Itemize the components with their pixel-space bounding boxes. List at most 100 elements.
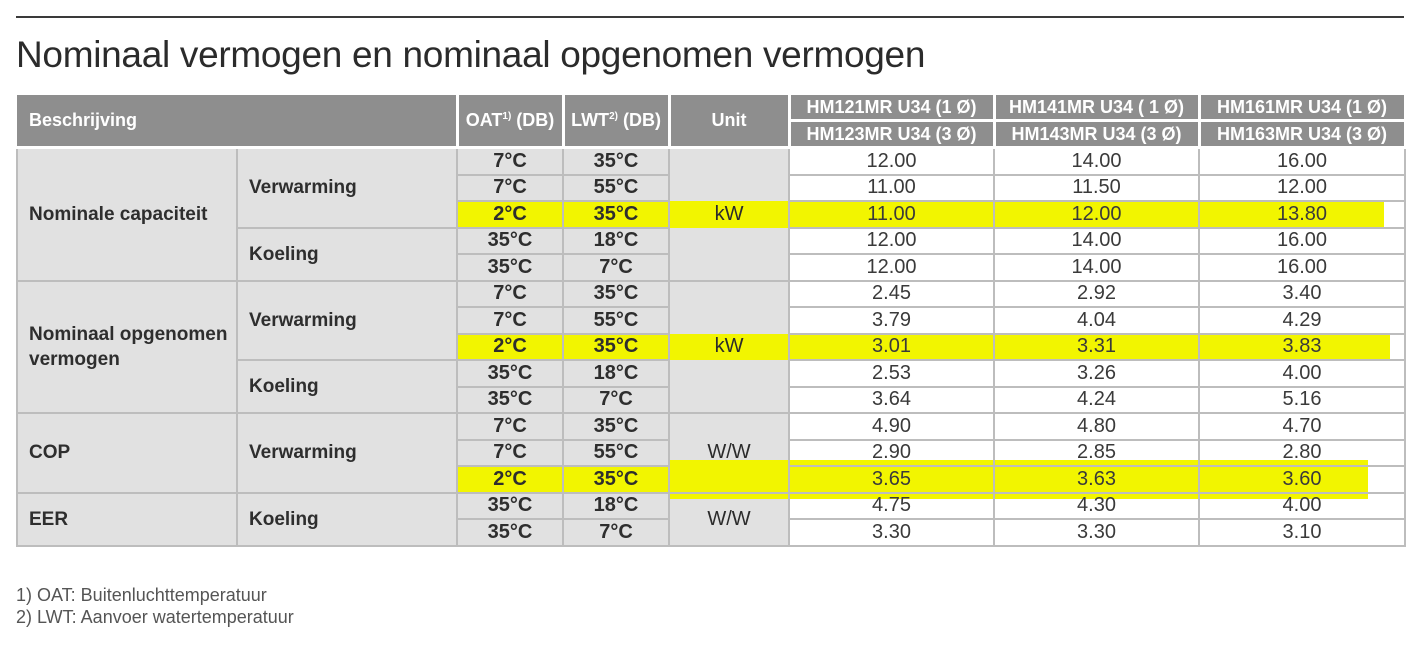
value-cell: 3.64: [788, 385, 996, 414]
table-row: 35°C 7°C 3.64 4.24 5.16: [17, 385, 1407, 414]
lwt-cell: 55°C: [562, 438, 671, 467]
value-cell: 4.00: [1198, 359, 1407, 388]
value-cell: 2.53: [788, 359, 996, 388]
lwt-cell: 35°C: [562, 279, 671, 308]
value-cell: 3.30: [993, 518, 1201, 547]
mode-label: Verwarming: [235, 412, 459, 494]
value-cell: 2.85: [993, 438, 1201, 467]
value-cell: 11.00: [788, 173, 996, 202]
value-cell: 4.29: [1198, 306, 1407, 335]
table-row: 2°C 35°C 3.01 3.31 3.83: [17, 332, 1407, 361]
value-cell: 3.40: [1198, 279, 1407, 308]
page-title: Nominaal vermogen en nominaal opgenomen …: [16, 34, 926, 75]
mode-label: Verwarming: [235, 146, 459, 229]
value-cell: 3.79: [788, 306, 996, 335]
lwt-cell: 18°C: [562, 359, 671, 388]
value-cell: 3.10: [1198, 518, 1407, 547]
value-cell: 14.00: [993, 146, 1201, 176]
header-model: HM121MR U34 (1 Ø): [787, 92, 996, 122]
header-oat: OAT1) (DB): [455, 92, 565, 149]
group-label: EER: [16, 491, 238, 547]
oat-cell: 35°C: [456, 385, 565, 414]
lwt-cell: 55°C: [562, 173, 671, 202]
lwt-cell: 18°C: [562, 491, 671, 520]
header-model: HM123MR U34 (3 Ø): [787, 119, 996, 149]
header-model: HM141MR U34 ( 1 Ø): [992, 92, 1201, 122]
value-cell: 14.00: [993, 226, 1201, 255]
header-description: Beschrijving: [17, 92, 459, 149]
header-unit: Unit: [667, 92, 791, 149]
value-cell: 2.92: [993, 279, 1201, 308]
group-label: COP: [16, 412, 238, 494]
mode-label: Koeling: [235, 491, 459, 547]
value-cell: 2.80: [1198, 438, 1407, 467]
value-cell: 14.00: [993, 253, 1201, 282]
group-label: Nominale capaciteit: [16, 146, 238, 282]
oat-cell: 7°C: [456, 279, 565, 308]
top-rule: [16, 16, 1404, 18]
table-row: Nominale capaciteit Verwarming 7°C 35°C kW 12…: [16, 146, 1407, 282]
value-cell: 4.24: [993, 385, 1201, 414]
oat-cell: 2°C: [456, 200, 565, 229]
table-row: 2°C 35°C 11.00 12.00 13.80: [17, 200, 1407, 229]
value-cell: 3.26: [993, 359, 1201, 388]
table-row: 7°C 55°C 3.79 4.04 4.29: [17, 306, 1407, 335]
table-row: EER Koeling 35°C 18°C W/W 4.75 4.30 4.00: [16, 491, 1407, 547]
header-lwt: LWT2) (DB): [561, 92, 671, 149]
lwt-cell: 35°C: [562, 412, 671, 441]
oat-cell: 35°C: [456, 518, 565, 547]
value-cell: 16.00: [1198, 226, 1407, 255]
value-cell: 3.30: [788, 518, 996, 547]
value-cell: 4.75: [788, 491, 996, 520]
header-model: HM161MR U34 (1 Ø): [1197, 92, 1407, 122]
value-cell: 16.00: [1198, 146, 1407, 176]
lwt-cell: 35°C: [562, 332, 671, 361]
value-cell: 11.50: [993, 173, 1201, 202]
mode-label: Verwarming: [235, 279, 459, 361]
value-cell: 11.00: [788, 200, 996, 229]
lwt-cell: 7°C: [562, 253, 671, 282]
lwt-cell: 55°C: [562, 306, 671, 335]
oat-cell: 7°C: [456, 438, 565, 467]
oat-cell: 7°C: [456, 306, 565, 335]
oat-cell: 2°C: [456, 332, 565, 361]
oat-cell: 35°C: [456, 253, 565, 282]
lwt-cell: 35°C: [562, 465, 671, 494]
lwt-cell: 35°C: [562, 146, 671, 176]
table-row: Nominaal opgenomen vermogen Verwarming 7°C…: [16, 279, 1407, 414]
value-cell: 13.80: [1198, 200, 1407, 229]
value-cell: 3.31: [993, 332, 1201, 361]
value-cell: 2.45: [788, 279, 996, 308]
value-cell: 12.00: [788, 146, 996, 176]
oat-cell: 7°C: [456, 173, 565, 202]
value-cell: 5.16: [1198, 385, 1407, 414]
value-cell: 3.83: [1198, 332, 1407, 361]
mode-label: Koeling: [235, 226, 459, 282]
value-cell: 3.60: [1198, 465, 1407, 494]
table-row: Koeling 35°C 18°C 12.00 14.00 16.00: [17, 226, 1407, 282]
lwt-cell: 7°C: [562, 385, 671, 414]
group-label: Nominaal opgenomen vermogen: [16, 279, 238, 414]
table-row: Koeling 35°C 18°C 2.53 3.26 4.00: [17, 359, 1407, 414]
spec-table-wrap: Beschrijving OAT1) (DB) LWT2) (DB) Unit …: [16, 92, 1407, 578]
unit-cell: W/W: [668, 412, 791, 494]
value-cell: 12.00: [1198, 173, 1407, 202]
table-row: 7°C 55°C 2.90 2.85 2.80: [17, 438, 1407, 467]
oat-cell: 35°C: [456, 226, 565, 255]
value-cell: 4.90: [788, 412, 996, 441]
value-cell: 2.90: [788, 438, 996, 467]
footnote: 2) LWT: Aanvoer watertemperatuur: [16, 607, 294, 627]
value-cell: 12.00: [788, 253, 996, 282]
table-row: COP Verwarming 7°C 35°C W/W 4.90 4.80 4.70: [16, 412, 1407, 494]
value-cell: 12.00: [788, 226, 996, 255]
oat-cell: 35°C: [456, 491, 565, 520]
spec-table: Beschrijving OAT1) (DB) LWT2) (DB) Unit …: [16, 92, 1407, 547]
oat-cell: 2°C: [456, 465, 565, 494]
mode-label: Koeling: [235, 359, 459, 414]
header-model: HM143MR U34 (3 Ø): [992, 119, 1201, 149]
value-cell: 16.00: [1198, 253, 1407, 282]
lwt-cell: 35°C: [562, 200, 671, 229]
table-row: 2°C 35°C 3.65 3.63 3.60: [17, 465, 1407, 494]
lwt-cell: 7°C: [562, 518, 671, 547]
oat-cell: 35°C: [456, 359, 565, 388]
